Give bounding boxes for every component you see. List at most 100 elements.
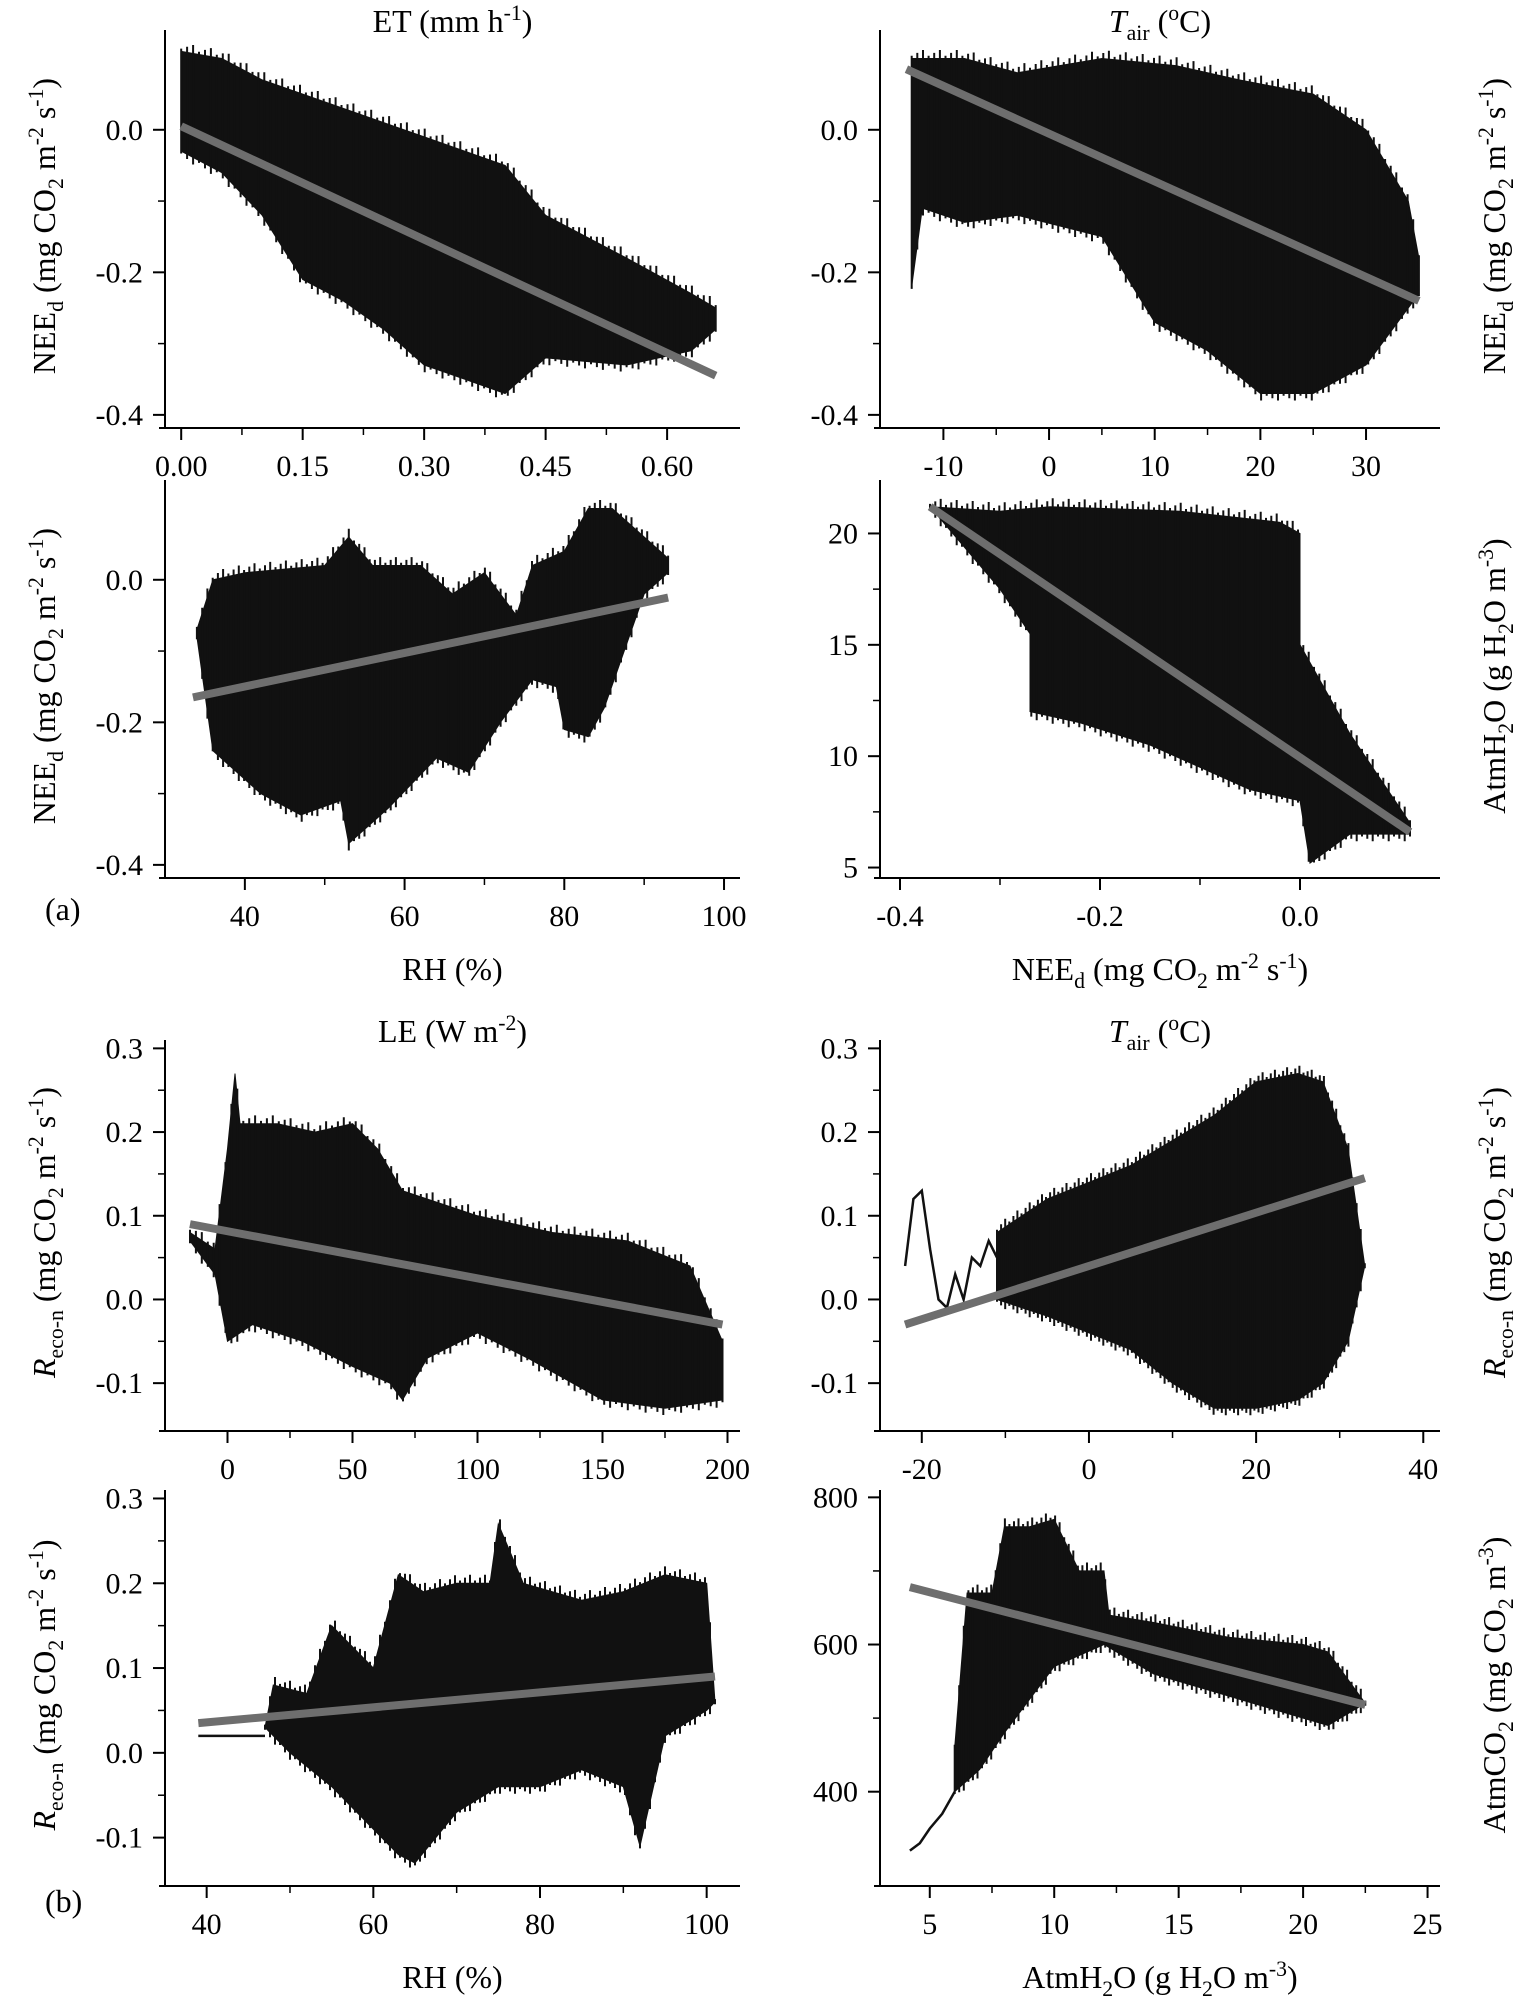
y-tick-label: 0.3 <box>106 1482 144 1515</box>
chart-panel-b1: 0 50 100 150 200 -0.1 0.0 0.1 0.2 0.3 LE (W m-2) Re… <box>24 1011 750 1486</box>
data-series-line <box>903 1188 999 1311</box>
y-tick-label: 0.0 <box>106 1737 144 1770</box>
y-tick-label: 10 <box>828 740 858 773</box>
y-tick-label: -0.1 <box>96 1367 144 1400</box>
regression-line <box>903 1174 1366 1329</box>
x-tick-label: 0 <box>1042 450 1057 483</box>
x-tick-label: 0 <box>1081 1453 1096 1486</box>
x-tick-label: 25 <box>1413 1908 1443 1941</box>
y-axis-label: AtmH2O (g H2O m-3) <box>1474 538 1518 813</box>
x-tick-label: 150 <box>580 1453 625 1486</box>
y-tick-label: -0.2 <box>811 256 859 289</box>
x-tick-label: 10 <box>1039 1908 1069 1941</box>
y-tick-label: 0.1 <box>821 1200 859 1233</box>
x-tick-label: 20 <box>1245 450 1275 483</box>
regression-line <box>192 593 669 702</box>
y-tick-label: 0.0 <box>106 1283 144 1316</box>
panel-top-label: Tair (oC) <box>1109 1 1211 45</box>
regression-line <box>197 1672 716 1728</box>
chart-panel-b3: 40 60 80 100 -0.1 0.0 0.1 0.2 0.3 RH (%) Reco-n (m… <box>24 1482 740 1995</box>
y-tick-label: 0.0 <box>106 114 144 147</box>
panel-top-label: ET (mm h-1) <box>373 1 533 39</box>
x-tick-label: 100 <box>455 1453 500 1486</box>
x-tick-label: 40 <box>1408 1453 1438 1486</box>
regression-line <box>179 122 718 380</box>
regression-line <box>908 1583 1367 1709</box>
y-tick-label: 20 <box>828 517 858 550</box>
x-tick-label: 100 <box>702 900 747 933</box>
x-tick-label: 80 <box>525 1908 555 1941</box>
y-tick-label: 0.2 <box>821 1116 859 1149</box>
y-tick-label: -0.1 <box>811 1367 859 1400</box>
panel-label-b: (b) <box>45 1883 82 1919</box>
y-tick-label: 600 <box>813 1629 858 1662</box>
x-tick-label: 60 <box>390 900 420 933</box>
x-axis-label: RH (%) <box>402 1959 502 1995</box>
x-tick-label: 80 <box>549 900 579 933</box>
x-tick-label: 50 <box>338 1453 368 1486</box>
regression-line <box>189 1220 724 1329</box>
x-tick-label: 0.45 <box>519 450 572 483</box>
chart-panel-a4: -0.4 -0.2 0.0 5 10 15 20 NEEd (mg CO2 m-2 s-1) A… <box>828 480 1518 993</box>
panel-top-label: LE (W m-2) <box>378 1011 527 1049</box>
y-tick-label: 400 <box>813 1776 858 1809</box>
y-axis-label: NEEd (mg CO2 m-2 s-1) <box>24 78 68 374</box>
x-tick-label: -20 <box>902 1453 942 1486</box>
y-tick-label: 800 <box>813 1481 858 1514</box>
x-tick-label: 20 <box>1288 1908 1318 1941</box>
x-tick-label: 40 <box>192 1908 222 1941</box>
x-tick-label: 0.00 <box>155 450 208 483</box>
y-axis-label: NEEd (mg CO2 m-2 s-1) <box>24 528 68 824</box>
x-axis-label: NEEd (mg CO2 m-2 s-1) <box>1012 949 1308 993</box>
y-tick-label: -0.2 <box>96 256 144 289</box>
y-tick-label: 5 <box>843 852 858 885</box>
y-axis-label: Reco-n (mg CO2 m-2 s-1) <box>24 1087 68 1379</box>
x-tick-label: 0.15 <box>276 450 329 483</box>
chart-panel-a3: 40 60 80 100 -0.4 -0.2 0.0 RH (%) NEEd (mg CO2 m… <box>24 480 747 987</box>
y-tick-label: 0.1 <box>106 1200 144 1233</box>
x-tick-label: -0.2 <box>1076 900 1124 933</box>
x-tick-label: 0 <box>220 1453 235 1486</box>
data-series-line <box>909 1791 956 1852</box>
y-axis-label: AtmCO2 (mg CO2 m-3) <box>1474 1537 1518 1834</box>
y-tick-label: 0.0 <box>821 114 859 147</box>
y-tick-label: 15 <box>828 629 858 662</box>
x-tick-label: 5 <box>922 1908 937 1941</box>
chart-panel-a1: 0.00 0.15 0.30 0.45 0.60 -0.4 -0.2 0.0 ET (mm h-… <box>24 1 740 483</box>
x-axis-label: AtmH2O (g H2O m-3) <box>1022 1957 1297 2001</box>
y-tick-label: 0.3 <box>106 1032 144 1065</box>
data-series-spikes <box>195 500 670 851</box>
x-tick-label: 40 <box>230 900 260 933</box>
x-tick-label: -10 <box>923 450 963 483</box>
y-tick-label: -0.4 <box>96 399 144 432</box>
y-axis-label: NEEd (mg CO2 m-2 s-1) <box>1474 78 1518 374</box>
y-tick-label: -0.2 <box>96 706 144 739</box>
chart-panel-b2: -20 0 20 40 -0.1 0.0 0.1 0.2 0.3 Tair (oC) Reco-n … <box>811 1011 1519 1486</box>
x-tick-label: 30 <box>1351 450 1381 483</box>
y-tick-label: 0.0 <box>821 1283 859 1316</box>
y-tick-label: 0.2 <box>106 1567 144 1600</box>
x-tick-label: 100 <box>684 1908 729 1941</box>
x-axis-label: RH (%) <box>402 951 502 987</box>
x-tick-label: 0.30 <box>398 450 451 483</box>
x-tick-label: 60 <box>358 1908 388 1941</box>
y-tick-label: -0.1 <box>96 1822 144 1855</box>
panel-top-label: Tair (oC) <box>1109 1011 1211 1055</box>
chart-panel-b4: 5 10 15 20 25 400 600 800 AtmH2O (g H2O m-3) AtmC… <box>813 1481 1518 2001</box>
x-tick-label: 10 <box>1140 450 1170 483</box>
x-tick-label: -0.4 <box>876 900 924 933</box>
regression-line <box>927 503 1413 836</box>
y-tick-label: 0.2 <box>106 1116 144 1149</box>
panel-label-a: (a) <box>45 891 81 927</box>
chart-panel-a2: -10 0 10 20 30 -0.4 -0.2 0.0 Tair (oC) NEEd (mg C… <box>811 1 1519 483</box>
x-tick-label: 200 <box>705 1453 750 1486</box>
x-tick-label: 0.60 <box>641 450 694 483</box>
x-tick-label: 0.0 <box>1281 900 1319 933</box>
x-tick-label: 15 <box>1164 1908 1194 1941</box>
y-tick-label: -0.4 <box>96 849 144 882</box>
y-tick-label: 0.3 <box>821 1032 859 1065</box>
y-axis-label: Reco-n (mg CO2 m-2 s-1) <box>24 1540 68 1832</box>
y-axis-label: Reco-n (mg CO2 m-2 s-1) <box>1474 1087 1518 1379</box>
y-tick-label: 0.0 <box>106 564 144 597</box>
